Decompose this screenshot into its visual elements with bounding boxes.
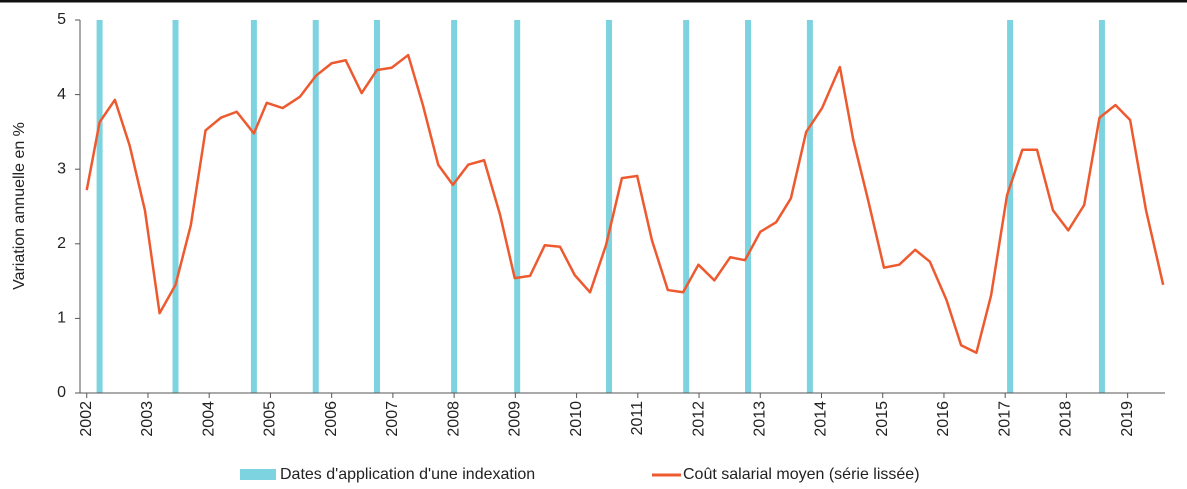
y-tick-label: 2 bbox=[57, 235, 66, 252]
x-tick-label: 2006 bbox=[323, 401, 340, 437]
x-tick-label: 2007 bbox=[384, 401, 401, 437]
indexation-bar bbox=[745, 20, 752, 393]
indexation-bar bbox=[373, 20, 380, 393]
x-tick-label: 2012 bbox=[690, 401, 707, 437]
x-tick-label: 2018 bbox=[1058, 401, 1075, 437]
x-tick-label: 2019 bbox=[1119, 401, 1136, 437]
y-axis-label: Variation annuelle en % bbox=[11, 122, 28, 290]
indexation-bar bbox=[172, 20, 179, 393]
legend-label: Dates d'application d'une indexation bbox=[280, 466, 535, 483]
x-tick-label: 2015 bbox=[874, 401, 891, 437]
indexation-bar bbox=[683, 20, 690, 393]
indexation-bar bbox=[312, 20, 319, 393]
x-tick-label: 2005 bbox=[262, 401, 279, 437]
x-tick-label: 2008 bbox=[445, 401, 462, 437]
x-tick-label: 2016 bbox=[935, 401, 952, 437]
legend-swatch bbox=[240, 469, 276, 480]
x-tick-label: 2003 bbox=[139, 401, 156, 437]
x-tick-label: 2014 bbox=[813, 401, 830, 437]
indexation-bar bbox=[1098, 20, 1105, 393]
y-tick-label: 4 bbox=[57, 86, 66, 103]
x-tick-label: 2011 bbox=[629, 401, 646, 436]
x-tick-label: 2002 bbox=[78, 401, 95, 437]
x-tick-label: 2009 bbox=[507, 401, 524, 437]
y-tick-label: 1 bbox=[57, 310, 66, 327]
y-tick-label: 3 bbox=[57, 160, 66, 177]
series-line bbox=[85, 53, 1165, 354]
indexation-bar bbox=[96, 20, 103, 393]
indexation-bar bbox=[514, 20, 521, 393]
x-tick-label: 2013 bbox=[751, 401, 768, 437]
y-tick-label: 5 bbox=[57, 11, 66, 28]
indexation-bar bbox=[1007, 20, 1014, 393]
indexation-bar bbox=[806, 20, 813, 393]
x-tick-label: 2004 bbox=[200, 401, 217, 437]
indexation-bar bbox=[606, 20, 613, 393]
y-tick-label: 0 bbox=[57, 384, 66, 401]
legend-label: Coût salarial moyen (série lissée) bbox=[683, 466, 920, 483]
indexation-bar bbox=[250, 20, 257, 393]
x-tick-label: 2010 bbox=[568, 401, 585, 437]
x-tick-label: 2017 bbox=[996, 401, 1013, 437]
indexation-bar bbox=[451, 20, 458, 393]
